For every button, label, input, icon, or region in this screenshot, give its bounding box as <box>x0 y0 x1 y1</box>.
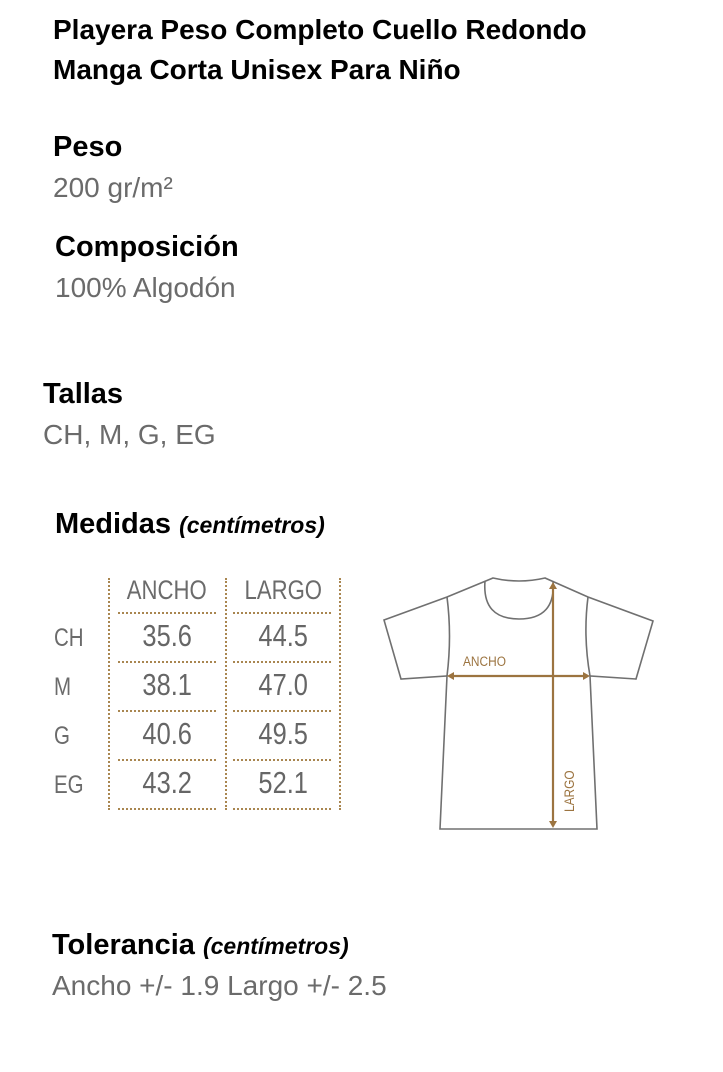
tshirt-outline <box>383 577 654 830</box>
largo-value: 52.1 <box>258 765 308 800</box>
ancho-value: 40.6 <box>142 716 192 751</box>
medidas-unit: (centímetros) <box>179 512 325 538</box>
product-title-line2: Manga Corta Unisex Para Niño <box>53 54 461 85</box>
size-label: G <box>54 722 70 750</box>
product-title-line1: Playera Peso Completo Cuello Redondo <box>53 14 587 45</box>
ancho-value: 43.2 <box>142 765 192 800</box>
composicion-value: 100% Algodón <box>55 272 236 303</box>
largo-diagram-label: LARGO <box>561 770 577 812</box>
tolerancia-value: Ancho +/- 1.9 Largo +/- 2.5 <box>52 970 387 1001</box>
peso-label: Peso <box>53 131 123 163</box>
size-label: EG <box>54 771 84 799</box>
peso-value: 200 gr/m² <box>53 172 173 203</box>
largo-value: 47.0 <box>258 667 308 702</box>
tolerancia-label: Tolerancia <box>52 929 195 961</box>
column-header-ancho: ANCHO <box>127 575 207 605</box>
ancho-value: 35.6 <box>142 618 192 653</box>
column-header-largo: LARGO <box>244 575 322 605</box>
size-label: CH <box>54 624 84 652</box>
ancho-value: 38.1 <box>142 667 192 702</box>
medidas-label: Medidas <box>55 508 172 540</box>
tallas-value: CH, M, G, EG <box>43 419 216 450</box>
tallas-label: Tallas <box>43 378 124 410</box>
tolerancia-unit: (centímetros) <box>202 933 349 959</box>
largo-value: 44.5 <box>258 618 308 653</box>
ancho-diagram-label: ANCHO <box>463 653 506 669</box>
composicion-label: Composición <box>55 231 239 263</box>
tolerancia-heading: Tolerancia (centímetros) <box>52 929 349 962</box>
medidas-heading: Medidas (centímetros) <box>55 508 325 541</box>
largo-value: 49.5 <box>258 716 308 751</box>
size-label: M <box>54 673 72 701</box>
